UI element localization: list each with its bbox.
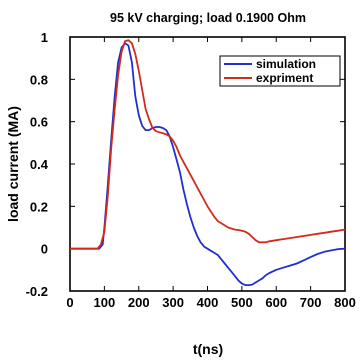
series-line-simulation xyxy=(70,42,346,287)
x-tick-label: 200 xyxy=(128,295,150,310)
x-tick-label: 800 xyxy=(334,295,356,310)
chart-title: 95 kV charging; load 0.1900 Ohm xyxy=(110,11,306,25)
x-tick-label: 0 xyxy=(66,295,73,310)
y-axis-label: load current (MA) xyxy=(5,106,21,222)
y-tick-label: 0 xyxy=(41,242,48,257)
y-tick-label: 0.8 xyxy=(30,72,48,87)
legend-label-simulation: simulation xyxy=(256,57,316,71)
y-tick-label: 0.4 xyxy=(30,157,49,172)
y-tick-label: -0.2 xyxy=(26,284,48,299)
x-tick-label: 300 xyxy=(162,295,184,310)
series-group xyxy=(70,39,346,287)
x-tick-label: 100 xyxy=(94,295,116,310)
legend-box xyxy=(219,55,341,87)
legend-label-expriment: expriment xyxy=(256,71,313,85)
series-line-expriment xyxy=(70,39,346,250)
x-axis-label: t(ns) xyxy=(193,341,223,357)
x-tick-label: 600 xyxy=(265,295,287,310)
y-tick-label: 0.6 xyxy=(30,115,48,130)
axis-ticks: 0 100 200 300 400 500 600 700 800 -0.2 0 0.2 0.4 0.6 0… xyxy=(26,30,356,310)
x-tick-label: 400 xyxy=(197,295,219,310)
x-tick-label: 700 xyxy=(300,295,322,310)
y-tick-label: 0.2 xyxy=(30,199,48,214)
x-tick-label: 500 xyxy=(231,295,253,310)
legend: simulation expriment xyxy=(219,55,341,87)
y-tick-label: 1 xyxy=(41,30,48,45)
